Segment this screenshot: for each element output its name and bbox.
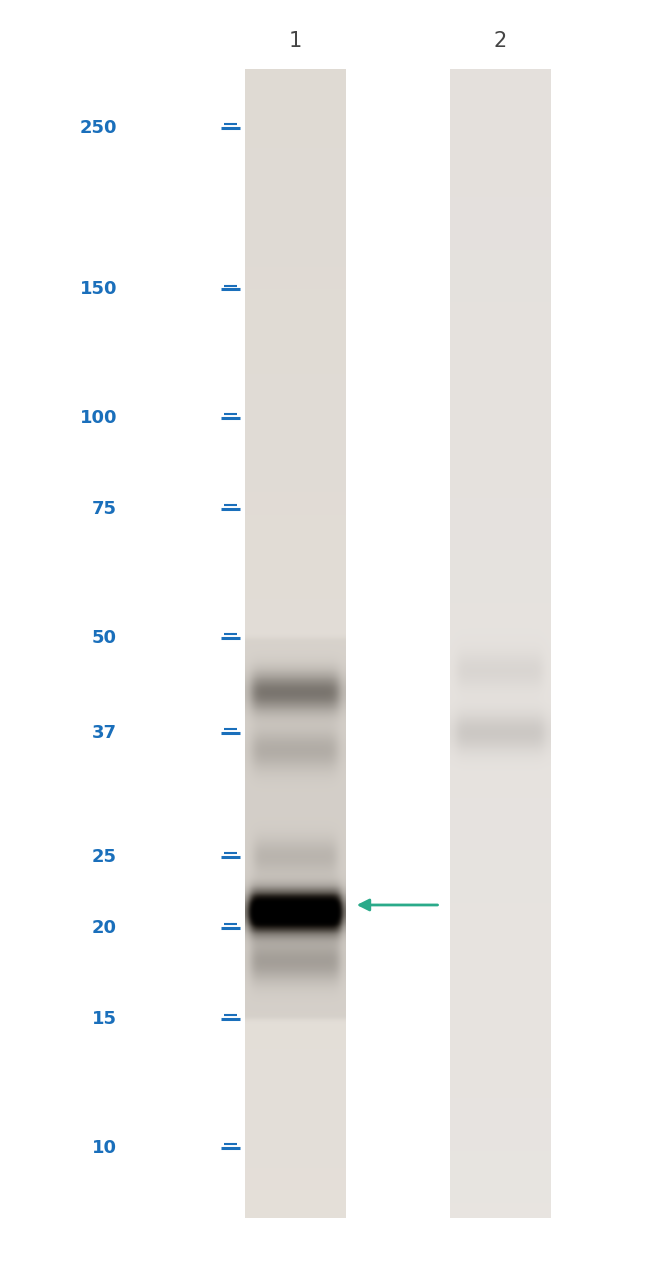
Text: 20: 20 xyxy=(92,919,117,937)
Text: 250: 250 xyxy=(79,118,117,137)
Text: 25: 25 xyxy=(92,848,117,867)
Text: 100: 100 xyxy=(79,409,117,426)
Text: 2: 2 xyxy=(494,30,507,51)
Text: 10: 10 xyxy=(92,1138,117,1156)
Text: 15: 15 xyxy=(92,1010,117,1028)
Text: 1: 1 xyxy=(289,30,302,51)
Text: 150: 150 xyxy=(79,280,117,298)
Text: 50: 50 xyxy=(92,628,117,646)
Text: 37: 37 xyxy=(92,723,117,742)
Text: 75: 75 xyxy=(92,500,117,518)
